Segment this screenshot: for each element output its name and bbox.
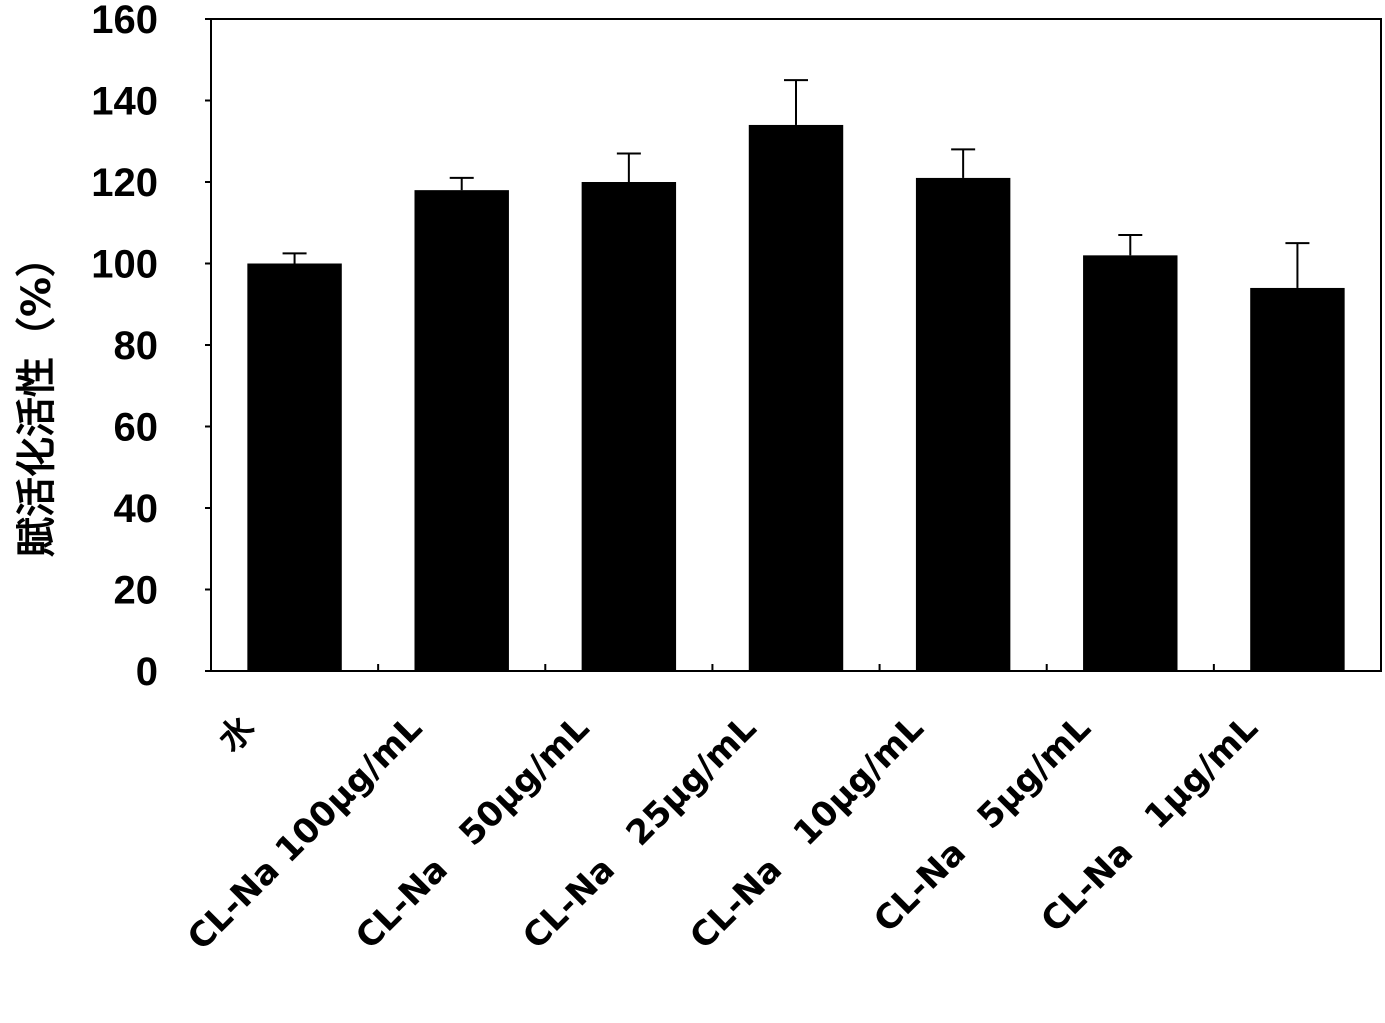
y-tick-label: 60	[114, 406, 159, 450]
y-tick-label: 160	[91, 0, 158, 42]
y-tick-label: 140	[91, 80, 158, 124]
bar	[1083, 255, 1178, 671]
error-bars-group	[282, 79, 1310, 288]
x-category-label: 水	[211, 707, 264, 760]
y-tick-label: 120	[91, 161, 158, 205]
y-tick-label: 100	[91, 243, 158, 287]
y-tick-label: 20	[114, 569, 159, 613]
y-tick-label: 40	[114, 487, 159, 531]
bars-group	[247, 124, 1345, 672]
y-tick-label: 80	[114, 324, 159, 368]
y-axis-label: 賦活化活性（%）	[14, 237, 60, 557]
bar	[915, 177, 1011, 672]
bar	[247, 263, 342, 671]
bar	[748, 124, 844, 671]
y-ticks-group: 0 20 40 60 80 100 120 140 160	[91, 0, 211, 694]
bar	[1250, 287, 1345, 671]
bar	[414, 190, 509, 671]
y-tick-label: 0	[136, 650, 158, 694]
bar	[581, 182, 677, 671]
